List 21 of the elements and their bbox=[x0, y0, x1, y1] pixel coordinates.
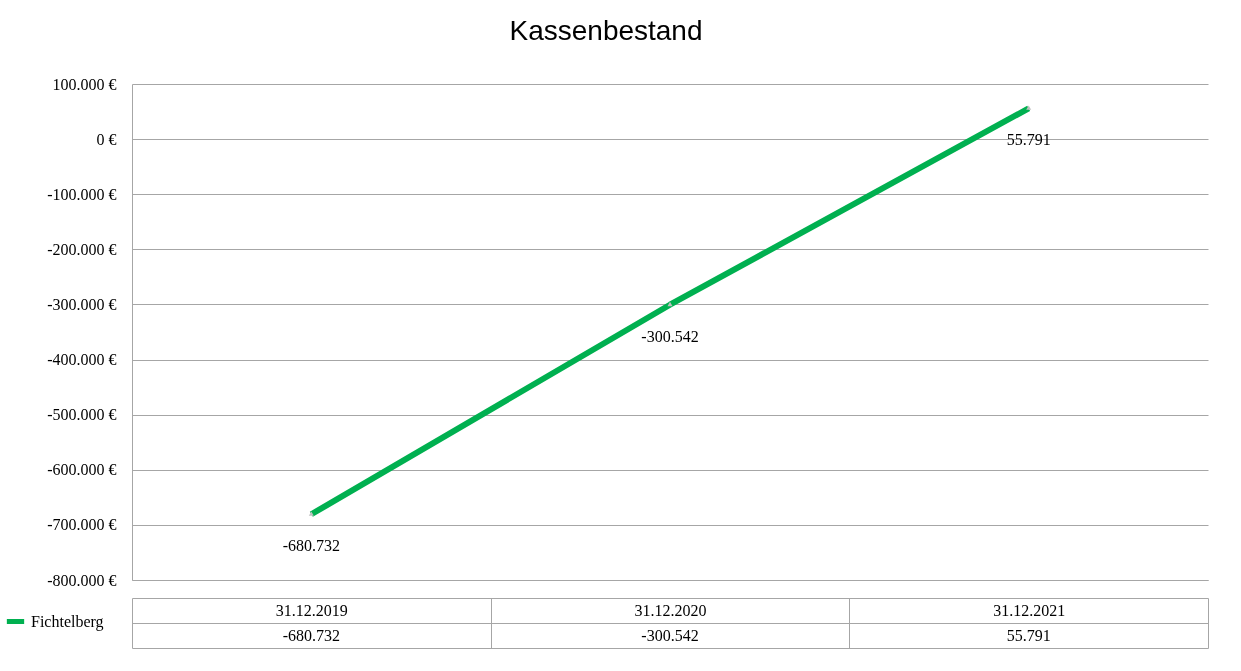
y-tick-label: 0 € bbox=[96, 130, 117, 148]
legend-label: Fichtelberg bbox=[31, 612, 104, 631]
y-tick-label: -200.000 € bbox=[47, 240, 117, 258]
y-tick-label: -400.000 € bbox=[47, 351, 117, 369]
y-tick-label: -100.000 € bbox=[47, 185, 117, 203]
y-tick-label: -800.000 € bbox=[47, 571, 117, 589]
y-tick-label: -300.000 € bbox=[47, 295, 117, 313]
text: -680.732 bbox=[282, 537, 340, 555]
data-label: -300.542 bbox=[641, 626, 699, 644]
x-tick-label: 31.12.2019 bbox=[275, 602, 348, 619]
chart-title: Kassenbestand bbox=[509, 15, 703, 46]
y-tick-label: -600.000 € bbox=[47, 461, 117, 479]
x-tick-label: 31.12.2020 bbox=[634, 602, 707, 619]
text: -300.542 bbox=[641, 327, 699, 345]
y-tick-label: -500.000 € bbox=[47, 406, 117, 424]
y-tick-label: -700.000 € bbox=[47, 516, 117, 534]
text: 55.791 bbox=[1006, 131, 1051, 149]
data-label: -680.732 bbox=[282, 626, 340, 644]
data-label: 55.791 bbox=[1006, 626, 1051, 644]
y-tick-label: 100.000 € bbox=[52, 75, 117, 93]
x-tick-label: 31.12.2021 bbox=[993, 602, 1066, 619]
